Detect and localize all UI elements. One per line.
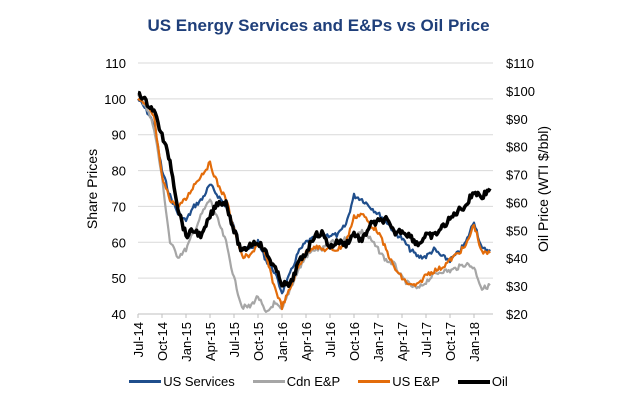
- legend-item: US E&P: [358, 374, 440, 389]
- y-axis-right: $20 $30 $40 $50 $60 $70 $80 $90 $100 $110: [506, 56, 535, 322]
- legend-label: Cdn E&P: [286, 374, 341, 389]
- y-tick-label: 50: [112, 271, 126, 286]
- y2-tick-label: $40: [506, 251, 528, 266]
- legend-item: US Services: [129, 374, 235, 389]
- legend-swatch: [129, 380, 162, 383]
- x-tick-label: Jul-16: [323, 322, 338, 357]
- x-tick-label: Jul-15: [227, 322, 242, 357]
- y2-tick-label: $50: [506, 223, 528, 238]
- x-tick-label: Jan-16: [275, 322, 290, 362]
- y2-tick-label: $30: [506, 279, 528, 294]
- series-line-oil: [137, 90, 492, 289]
- series-lines: [137, 90, 492, 313]
- series-line-cdn-e-p: [137, 93, 491, 313]
- legend-swatch: [457, 379, 490, 384]
- x-tick-label: Jan-17: [371, 322, 386, 362]
- legend-item: Cdn E&P: [252, 374, 341, 389]
- legend: US Services Cdn E&P US E&P Oil: [0, 374, 637, 389]
- y-tick-label: 80: [112, 164, 126, 179]
- y-axis-left: 40 50 60 70 80 90 100 110: [104, 56, 126, 322]
- x-tick-label: Jan-18: [467, 322, 482, 362]
- y-axis-label: Share Prices: [84, 149, 100, 229]
- y2-tick-label: $90: [506, 112, 528, 127]
- series-line-us-e-p: [137, 97, 491, 311]
- legend-swatch: [252, 380, 285, 383]
- y2-tick-label: $80: [506, 140, 528, 155]
- x-tick-label: Oct-15: [251, 322, 266, 361]
- y-tick-label: 70: [112, 199, 126, 214]
- y2-tick-label: $70: [506, 168, 528, 183]
- x-tick-label: Jul-17: [419, 322, 434, 357]
- y-tick-label: 40: [112, 307, 126, 322]
- legend-label: Oil: [491, 374, 508, 389]
- x-tick-label: Apr-15: [203, 322, 218, 361]
- y-tick-label: 100: [104, 92, 126, 107]
- y-tick-label: 90: [112, 128, 126, 143]
- y2-axis-label: Oil Price (WTI $/bbl): [535, 126, 551, 252]
- x-tick-label: Oct-14: [155, 322, 170, 361]
- y2-tick-label: $100: [506, 84, 535, 99]
- y-tick-label: 110: [105, 56, 126, 71]
- x-tick-label: Jul-14: [131, 322, 146, 357]
- y2-tick-label: $110: [506, 56, 534, 71]
- x-tick-label: Jan-15: [179, 322, 194, 362]
- legend-label: US E&P: [392, 374, 440, 389]
- gridlines: [138, 62, 493, 279]
- x-tick-label: Oct-17: [443, 322, 458, 361]
- series-line-us-services: [137, 98, 491, 295]
- y-tick-label: 60: [112, 235, 126, 250]
- chart-title: US Energy Services and E&Ps vs Oil Price: [147, 16, 490, 35]
- legend-label: US Services: [163, 374, 235, 389]
- legend-item: Oil: [457, 374, 508, 389]
- x-tick-label: Apr-17: [395, 322, 410, 361]
- x-axis: Jul-14 Oct-14 Jan-15 Apr-15 Jul-15 Oct-15 Jan-…: [131, 313, 493, 362]
- x-tick-label: Oct-16: [347, 322, 362, 361]
- y2-tick-label: $60: [506, 195, 528, 210]
- y2-tick-label: $20: [506, 307, 528, 322]
- legend-swatch: [358, 380, 391, 383]
- x-tick-label: Apr-16: [299, 322, 314, 361]
